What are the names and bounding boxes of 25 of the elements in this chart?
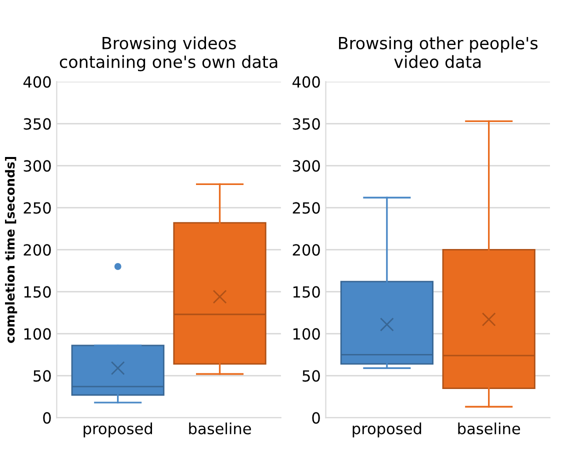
- y-tick-label: 100: [24, 328, 51, 340]
- y-tick-label: 0: [312, 412, 320, 424]
- y-tick-label: 350: [292, 118, 320, 130]
- y-tick-label: 150: [293, 286, 320, 298]
- y-axis-title: completion time [seconds]: [5, 156, 18, 343]
- chart-title: Browsing other people's video data: [339, 36, 538, 68]
- y-tick-label: 200: [292, 244, 320, 256]
- y-tick-label: 350: [24, 118, 51, 130]
- x-tick-label: baseline: [458, 422, 520, 434]
- y-tick-label: 300: [24, 160, 51, 172]
- x-tick-label: proposed: [84, 422, 152, 438]
- chart-title: Browsing videos containing one's own data: [60, 36, 278, 72]
- y-tick-label: 150: [24, 286, 51, 298]
- y-tick-label: 250: [24, 202, 51, 214]
- y-tick-label: 400: [292, 76, 320, 88]
- y-tick-label: 400: [23, 76, 51, 88]
- y-tick-label: 50: [34, 370, 51, 382]
- y-tick-label: 0: [43, 412, 51, 424]
- y-tick-label: 200: [24, 244, 51, 256]
- x-tick-label: baseline: [189, 422, 251, 434]
- x-tick-label: proposed: [352, 422, 422, 438]
- y-tick-label: 50: [302, 370, 320, 382]
- y-tick-label: 250: [292, 202, 320, 214]
- y-tick-label: 300: [292, 160, 320, 172]
- y-tick-label: 100: [293, 328, 320, 340]
